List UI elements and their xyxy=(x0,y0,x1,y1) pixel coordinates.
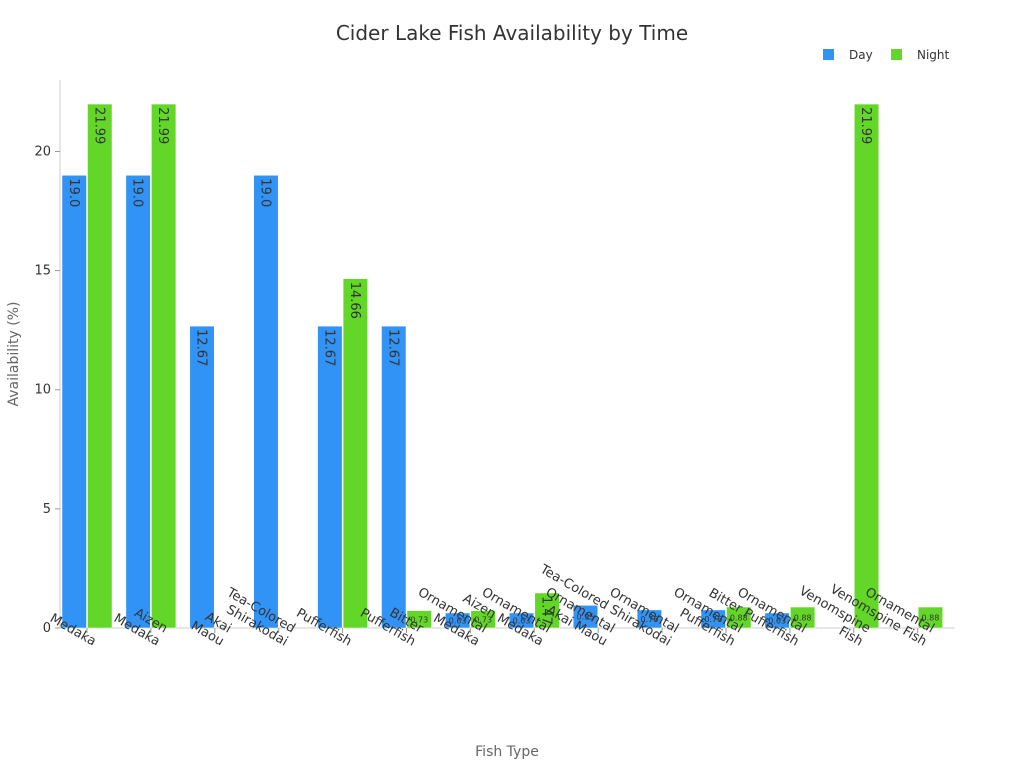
bar-day xyxy=(189,325,215,629)
data-label: 12.67 xyxy=(194,329,209,366)
legend-label-day: Day xyxy=(849,48,873,62)
bar-day xyxy=(636,609,662,629)
data-label: 0.63 xyxy=(768,616,786,625)
data-label: 0.73 xyxy=(410,615,428,624)
data-label: 19.0 xyxy=(66,178,81,207)
bar-day xyxy=(572,605,598,629)
y-tick-label: 10 xyxy=(34,383,51,398)
data-label: 12.67 xyxy=(385,329,400,366)
data-label: 0.76 xyxy=(640,615,658,624)
bar-night xyxy=(534,592,560,629)
bar-night xyxy=(470,610,496,629)
bar-night xyxy=(342,278,368,629)
bar-night xyxy=(790,606,816,629)
data-label: 19.0 xyxy=(257,178,272,207)
bar-day xyxy=(317,325,343,629)
chart-title: Cider Lake Fish Availability by Time xyxy=(336,21,688,45)
y-tick-label: 0 xyxy=(43,621,51,636)
bar-night xyxy=(726,606,752,629)
bar-night xyxy=(151,103,177,629)
bar-day xyxy=(445,612,471,629)
data-label: 0.76 xyxy=(704,615,722,624)
bar-night xyxy=(406,610,432,629)
data-label: 0.88 xyxy=(794,614,812,623)
data-label: 0.63 xyxy=(449,616,467,625)
legend-label-night: Night xyxy=(917,48,950,62)
data-label: 0.88 xyxy=(730,614,748,623)
data-label: 21.99 xyxy=(155,107,170,144)
bar-day xyxy=(381,325,407,629)
x-axis-title: Fish Type xyxy=(475,744,539,760)
data-label: 0.95 xyxy=(577,613,595,622)
data-labels: 19.0 19.0 12.67 19.0 12.67 12.67 0.63 0.63 0.95 0… xyxy=(66,107,940,625)
y-tick-label: 5 xyxy=(43,502,51,517)
data-label: 21.99 xyxy=(91,107,106,144)
data-label: 14.66 xyxy=(347,282,362,319)
bar-day xyxy=(700,609,726,629)
data-label: 1.47 xyxy=(539,596,554,625)
legend: Day Night xyxy=(823,48,950,62)
bars xyxy=(61,103,943,629)
bar-day xyxy=(253,175,279,629)
y-tick-label: 15 xyxy=(34,264,51,279)
data-label: 0.88 xyxy=(922,614,940,623)
bar-day xyxy=(764,612,790,629)
data-label: 0.73 xyxy=(474,615,492,624)
y-tick-label: 20 xyxy=(34,144,51,159)
bar-day xyxy=(125,175,151,629)
y-axis-title: Availability (%) xyxy=(6,302,22,407)
legend-swatch-day xyxy=(823,49,834,60)
bar-day xyxy=(61,175,87,629)
data-label: 21.99 xyxy=(858,107,873,144)
bar-night xyxy=(917,606,943,629)
data-label: 19.0 xyxy=(130,178,145,207)
data-label: 0.63 xyxy=(513,616,531,625)
legend-swatch-night xyxy=(891,49,902,60)
bar-day xyxy=(509,612,535,629)
data-label: 12.67 xyxy=(321,329,336,366)
bar-night xyxy=(87,103,113,629)
bar-night xyxy=(854,103,880,629)
y-ticks: 0 5 10 15 20 xyxy=(34,144,60,636)
